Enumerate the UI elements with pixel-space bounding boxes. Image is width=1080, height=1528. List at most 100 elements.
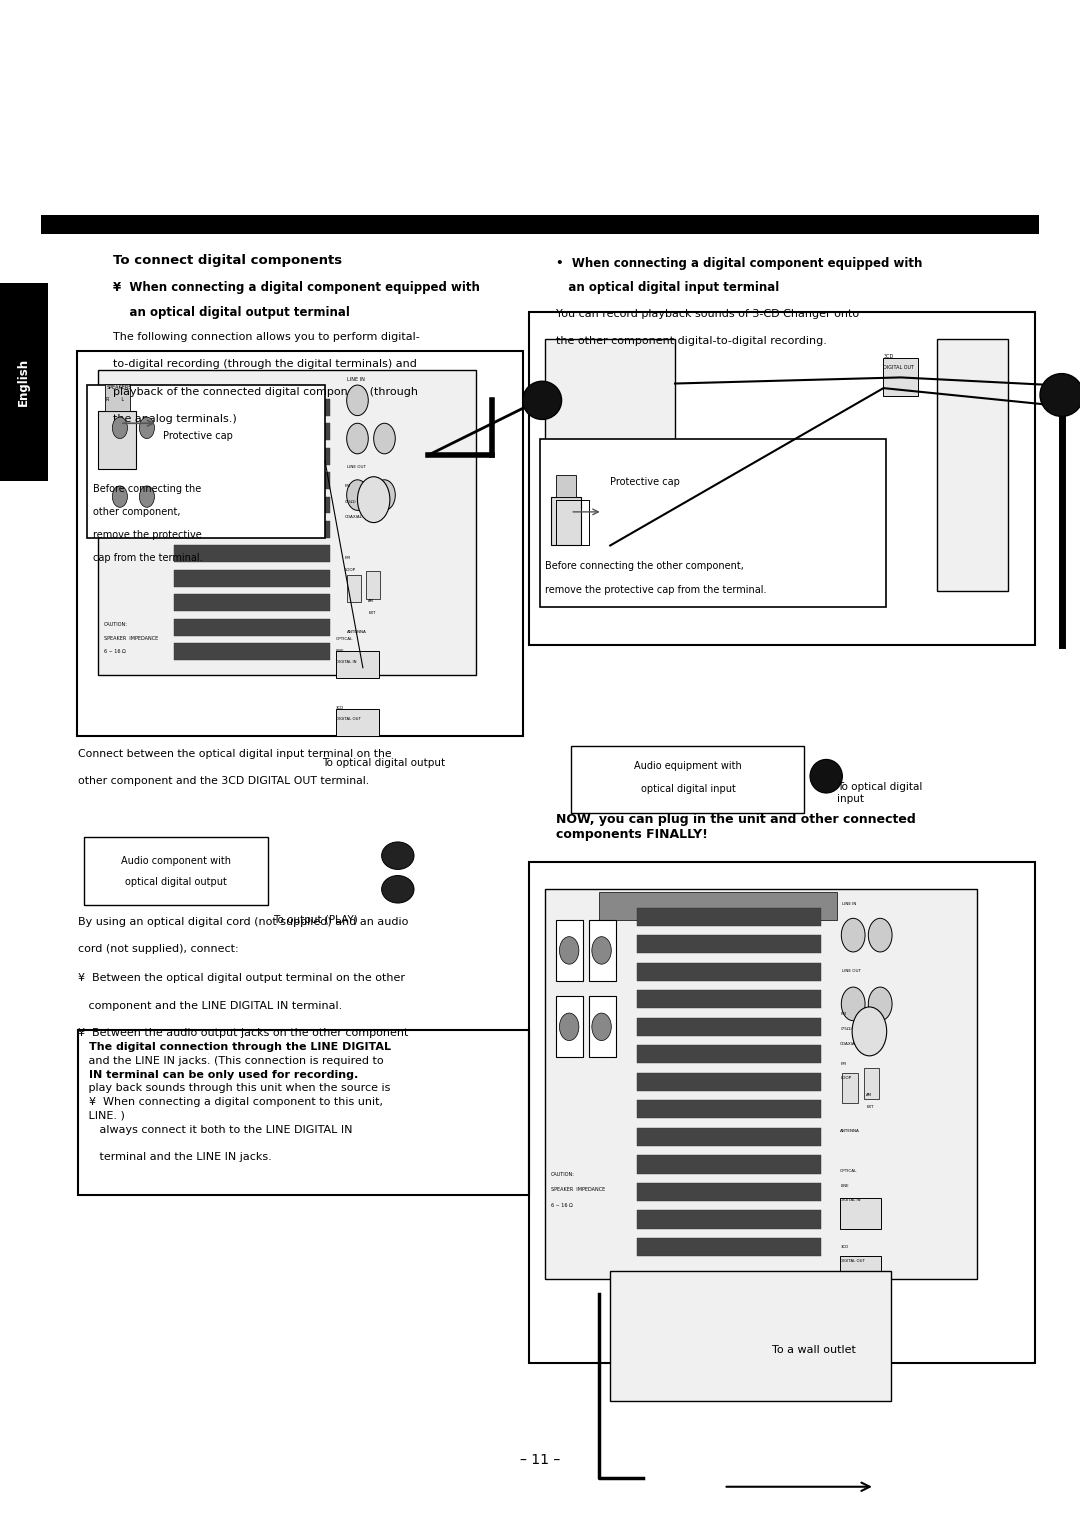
Circle shape [139, 486, 154, 507]
Bar [174, 545, 330, 562]
Ellipse shape [381, 842, 414, 869]
Bar [174, 448, 330, 465]
Text: •  When connecting a digital component equipped with: • When connecting a digital component eq… [556, 257, 922, 270]
Text: FM: FM [840, 1012, 846, 1016]
Text: LINE OUT: LINE OUT [347, 465, 366, 469]
Circle shape [559, 937, 579, 964]
Bar [883, 358, 918, 396]
Bar [136, 400, 158, 454]
Text: CAUTION:: CAUTION: [104, 622, 127, 626]
Bar [599, 892, 837, 920]
Text: remove the protective: remove the protective [93, 530, 202, 541]
Text: LINE IN: LINE IN [347, 377, 365, 382]
Bar [637, 1045, 821, 1063]
Text: To optical digital output: To optical digital output [322, 758, 445, 769]
Bar [174, 619, 330, 636]
Text: ¥  Between the optical digital output terminal on the other: ¥ Between the optical digital output ter… [78, 973, 405, 984]
Ellipse shape [1040, 373, 1080, 417]
Bar [556, 996, 583, 1057]
Text: ¥  When connecting a digital component equipped with: ¥ When connecting a digital component eq… [113, 281, 481, 295]
Bar [840, 1198, 881, 1229]
Text: Protective cap: Protective cap [163, 431, 233, 442]
Text: an optical digital input terminal: an optical digital input terminal [556, 281, 780, 295]
Text: DIGITAL IN: DIGITAL IN [336, 660, 356, 665]
Text: optical digital input: optical digital input [640, 784, 735, 795]
Bar [136, 469, 158, 523]
Text: terminal and the LINE IN jacks.: terminal and the LINE IN jacks. [89, 1152, 271, 1163]
Text: – 11 –: – 11 – [519, 1453, 561, 1467]
Bar [109, 400, 131, 454]
Bar [545, 889, 977, 1279]
Circle shape [559, 1013, 579, 1041]
Text: DIGITAL OUT: DIGITAL OUT [883, 365, 915, 370]
Text: 6 ~ 16 Ω: 6 ~ 16 Ω [104, 649, 125, 654]
Bar [864, 1068, 879, 1099]
Text: IN terminal can be only used for recording.: IN terminal can be only used for recordi… [89, 1070, 357, 1080]
Text: ¥  When connecting a digital component to this unit,: ¥ When connecting a digital component to… [89, 1097, 382, 1108]
Text: Protective cap: Protective cap [610, 477, 680, 487]
Circle shape [347, 423, 368, 454]
Circle shape [374, 480, 395, 510]
Text: To a wall outlet: To a wall outlet [772, 1345, 856, 1355]
Text: (75Ω): (75Ω) [840, 1027, 852, 1031]
Bar [840, 1256, 881, 1287]
Ellipse shape [810, 759, 842, 793]
Text: cord (not supplied), connect:: cord (not supplied), connect: [78, 944, 239, 955]
Bar [637, 1018, 821, 1036]
Text: 6 ~ 16 Ω: 6 ~ 16 Ω [551, 1203, 572, 1207]
Circle shape [347, 385, 368, 416]
Text: 3CD: 3CD [336, 706, 345, 711]
Text: COAXIAL: COAXIAL [840, 1042, 859, 1047]
Text: LINE: LINE [840, 1184, 849, 1189]
Text: SPEAKER  IMPEDANCE: SPEAKER IMPEDANCE [551, 1187, 605, 1192]
Bar [637, 963, 821, 981]
Text: AM: AM [368, 599, 375, 604]
Text: To connect digital components: To connect digital components [113, 254, 342, 267]
Bar [174, 472, 330, 489]
Text: FM: FM [345, 556, 350, 561]
Bar [545, 339, 675, 561]
Text: 3CD: 3CD [883, 354, 893, 359]
Text: To output (PLAY): To output (PLAY) [273, 915, 357, 926]
Bar [529, 862, 1035, 1363]
Bar [0, 283, 48, 481]
Text: FM: FM [840, 1062, 846, 1067]
Text: component and the LINE DIGITAL IN terminal.: component and the LINE DIGITAL IN termin… [78, 1001, 342, 1012]
Circle shape [347, 480, 368, 510]
Text: other component and the 3CD DIGITAL OUT terminal.: other component and the 3CD DIGITAL OUT … [78, 776, 369, 787]
Bar [77, 351, 523, 736]
Bar [589, 996, 616, 1057]
Circle shape [868, 987, 892, 1021]
Bar [637, 1073, 821, 1091]
Text: 3CD: 3CD [840, 1245, 849, 1250]
Text: The following connection allows you to perform digital-: The following connection allows you to p… [113, 332, 420, 342]
Text: cap from the terminal.: cap from the terminal. [93, 553, 203, 564]
Circle shape [868, 918, 892, 952]
Bar [637, 990, 821, 1008]
Bar [109, 469, 131, 523]
Bar [84, 837, 268, 905]
Bar [637, 1155, 821, 1174]
Text: to-digital recording (through the digital terminals) and: to-digital recording (through the digita… [113, 359, 417, 370]
Circle shape [592, 1013, 611, 1041]
Text: You can record playback sounds of 3-CD Changer onto: You can record playback sounds of 3-CD C… [556, 309, 860, 319]
Text: SPEAKERS: SPEAKERS [107, 385, 132, 390]
Text: NOW, you can plug in the unit and other connected
components FINALLY!: NOW, you can plug in the unit and other … [556, 813, 916, 840]
Text: optical digital output: optical digital output [125, 877, 227, 888]
Circle shape [841, 987, 865, 1021]
Circle shape [841, 918, 865, 952]
Text: FM: FM [345, 484, 350, 489]
Bar [336, 709, 379, 736]
Bar [336, 651, 379, 678]
Bar [599, 461, 664, 545]
Bar [174, 399, 330, 416]
Text: EXT: EXT [368, 611, 376, 616]
Text: DIGITAL OUT: DIGITAL OUT [336, 717, 361, 721]
Text: remove the protective cap from the terminal.: remove the protective cap from the termi… [545, 585, 767, 596]
Ellipse shape [381, 876, 414, 903]
Text: The digital connection through the LINE DIGITAL: The digital connection through the LINE … [89, 1042, 391, 1053]
Text: other component,: other component, [93, 507, 180, 518]
Text: DIGITAL IN: DIGITAL IN [840, 1198, 861, 1203]
Bar [637, 1183, 821, 1201]
Bar [78, 1030, 529, 1195]
